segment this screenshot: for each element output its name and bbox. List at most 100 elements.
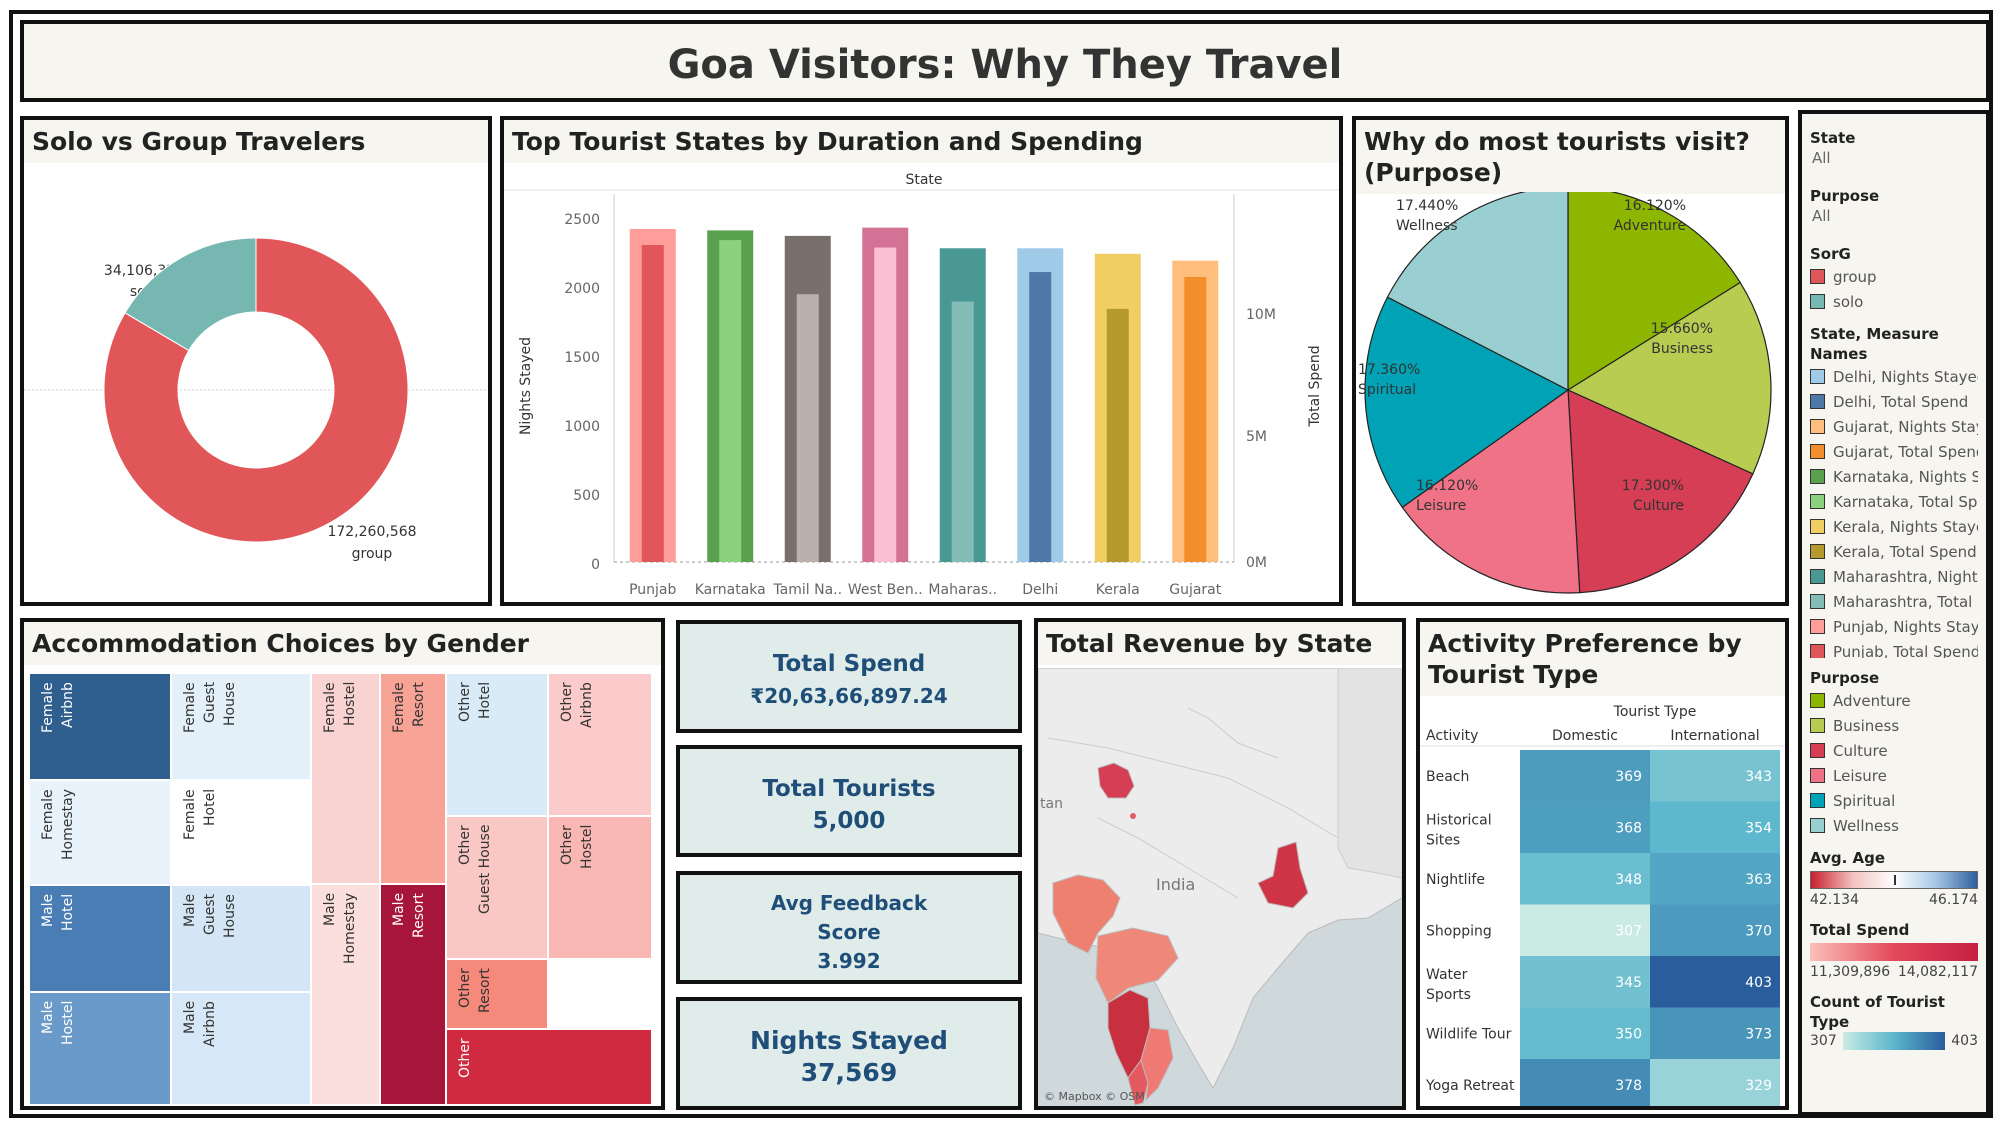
purpose-pie-chart[interactable]: 16.120% Adventure 15.660% Business 17.300% Cu… [1356,192,1785,602]
donut-slice-solo[interactable] [124,237,257,352]
legend-item-leisure[interactable]: Leisure [1810,763,1978,788]
pie-slice-spiritual[interactable] [1364,296,1570,509]
treemap-cell-female-hostel[interactable]: Female Hostel [312,674,379,883]
heat-cell-shopping-international[interactable] [1650,904,1780,957]
treemap-cell-female-airbnb[interactable]: Female Airbnb [30,674,170,779]
map-state-west-bengal[interactable] [1257,841,1309,909]
bar-spend-punjab[interactable] [641,245,664,562]
donut-slice-group[interactable] [103,237,409,543]
treemap-cell-other[interactable]: Other [447,1030,651,1104]
heat-cell-shopping-domestic[interactable] [1520,904,1650,957]
legend-item-spiritual[interactable]: Spiritual [1810,788,1978,813]
activity-heatmap[interactable]: Tourist Type Activity Domestic Internati… [1420,694,1785,1110]
dashboard-frame [9,10,1993,1118]
heat-cell-water-sports-international[interactable] [1650,956,1780,1008]
map-state-gujarat[interactable] [1052,874,1121,954]
pie-slice-culture[interactable] [1567,389,1754,594]
pie-slice-business[interactable] [1566,281,1772,475]
right-tick-10m: 10M [1246,307,1276,323]
heat-cell-beach-domestic[interactable] [1520,750,1650,802]
treemap-cell-female-guest-house[interactable]: Female Guest House [172,674,310,779]
filters-sidebar: State All Purpose All SorG group solo Sta… [1798,110,1990,1116]
map-state-kerala[interactable] [1127,1058,1149,1106]
map-state-delhi[interactable] [1130,813,1136,819]
pie-slice-wellness[interactable] [1386,192,1569,391]
bar-spend-karnataka[interactable] [719,240,742,562]
heat-cell-wildlife-tour-domestic[interactable] [1520,1007,1650,1060]
heat-value: 369 [1615,769,1642,785]
legend-item-delhi-total-spend[interactable]: Delhi, Total Spend [1810,389,1978,414]
treemap-cell-female-resort[interactable]: Female Resort [381,674,445,883]
treemap-cell-male-hostel[interactable]: Male Hostel [30,993,170,1104]
bar-spend-gujarat[interactable] [1184,276,1207,562]
legend-item-solo[interactable]: solo [1810,289,1978,314]
solo-group-donut[interactable]: 34,106,329 solo 172,260,568 group [24,170,488,606]
legend-item-culture[interactable]: Culture [1810,738,1978,763]
legend-swatch [1810,718,1825,733]
treemap-cell-other-hostel[interactable]: Other Hostel [549,817,651,958]
treemap-cell-female-homestay[interactable]: Female Homestay [30,781,170,884]
bar-spend-tamil-na[interactable] [796,294,819,562]
legend-item-gujarat-nights-stay[interactable]: Gujarat, Nights Stay.. [1810,414,1978,439]
legend-item-karnataka-nights-s[interactable]: Karnataka, Nights S.. [1810,464,1978,489]
legend-state-measure[interactable]: Delhi, Nights Stayed Delhi, Total Spend Gu… [1810,364,1978,658]
pie-slice-leisure[interactable] [1401,388,1581,594]
bar-spend-delhi[interactable] [1029,272,1052,562]
treemap-cell-male-hotel[interactable]: Male Hotel [30,886,170,991]
heat-cell-nightlife-international[interactable] [1650,853,1780,905]
map-state-punjab[interactable] [1097,762,1135,799]
bar-spend-maharas[interactable] [951,301,974,562]
legend-item-group[interactable]: group [1810,264,1978,289]
legend-swatch [1810,569,1825,584]
treemap-cell-other-guest-house[interactable]: Other Guest House [447,817,547,958]
accommodation-treemap[interactable]: Female Airbnb Female Guest House Female Ho… [30,674,660,1106]
top-states-bar-chart[interactable]: State Nights Stayed Total Spend 2500 200… [504,166,1339,606]
heat-cell-historical-sites-domestic[interactable] [1520,801,1650,854]
treemap-cell-male-resort[interactable]: Male Resort [381,885,445,1104]
heat-cell-yoga-retreat-domestic[interactable] [1520,1059,1650,1110]
legend-item-karnataka-total-sp[interactable]: Karnataka, Total Sp.. [1810,489,1978,514]
legend-item-punjab-total-spend[interactable]: Punjab, Total Spend [1810,639,1978,658]
legend-item-gujarat-total-spend[interactable]: Gujarat, Total Spend [1810,439,1978,464]
map-state-maharashtra[interactable] [1095,927,1179,1004]
bar-spend-west-ben[interactable] [874,247,897,562]
legend-swatch [1810,644,1825,658]
pie-slice-adventure[interactable] [1567,192,1742,392]
heat-cell-water-sports-domestic[interactable] [1520,956,1650,1008]
legend-swatch [1810,743,1825,758]
heat-cell-nightlife-domestic[interactable] [1520,853,1650,905]
x-tick-punjab: Punjab [629,582,676,598]
india-map[interactable]: India tan © Mapbox © OSM [1038,668,1402,1108]
pie-label-culture: Culture [1633,498,1684,514]
treemap-cell-female-hotel[interactable]: Female Hotel [172,781,310,884]
legend-item-kerala-nights-stayed[interactable]: Kerala, Nights Stayed [1810,514,1978,539]
map-attribution[interactable]: © Mapbox © OSM [1044,1090,1145,1103]
bar-spend-kerala[interactable] [1106,308,1129,562]
heat-cell-wildlife-tour-international[interactable] [1650,1007,1780,1060]
kpi-spend-label: Total Spend [772,651,926,677]
treemap-cell-male-guest-house[interactable]: Male Guest House [172,886,310,991]
legend-item-adventure[interactable]: Adventure [1810,688,1978,713]
heat-cell-beach-international[interactable] [1650,750,1780,802]
legend-item-business[interactable]: Business [1810,713,1978,738]
heat-value: 354 [1745,820,1772,836]
left-tick-1000: 1000 [564,419,600,435]
legend-item-punjab-nights-stay[interactable]: Punjab, Nights Stay.. [1810,614,1978,639]
legend-item-maharashtra-total[interactable]: Maharashtra, Total .. [1810,589,1978,614]
filter-state-value[interactable]: All [1812,149,1831,167]
legend-item-delhi-nights-stayed[interactable]: Delhi, Nights Stayed [1810,364,1978,389]
filter-purpose-value[interactable]: All [1812,207,1831,225]
count-gradient-bar [1842,1032,1946,1050]
treemap-cell-other-resort[interactable]: Other Resort [447,960,547,1028]
legend-item-kerala-total-spend[interactable]: Kerala, Total Spend [1810,539,1978,564]
heat-cell-yoga-retreat-international[interactable] [1650,1059,1780,1110]
treemap-cell-male-homestay[interactable]: Male Homestay [312,885,379,1104]
legend-item-maharashtra-night[interactable]: Maharashtra, Night.. [1810,564,1978,589]
heat-cell-historical-sites-international[interactable] [1650,801,1780,854]
legend-label: Leisure [1833,766,1887,785]
treemap-cell-male-airbnb[interactable]: Male Airbnb [172,993,310,1104]
treemap-cell-other-airbnb[interactable]: Other Airbnb [549,674,651,815]
legend-item-wellness[interactable]: Wellness [1810,813,1978,838]
treemap-cell-other-hotel[interactable]: Other Hotel [447,674,547,815]
map-state-tamil-nadu[interactable] [1140,1027,1174,1102]
